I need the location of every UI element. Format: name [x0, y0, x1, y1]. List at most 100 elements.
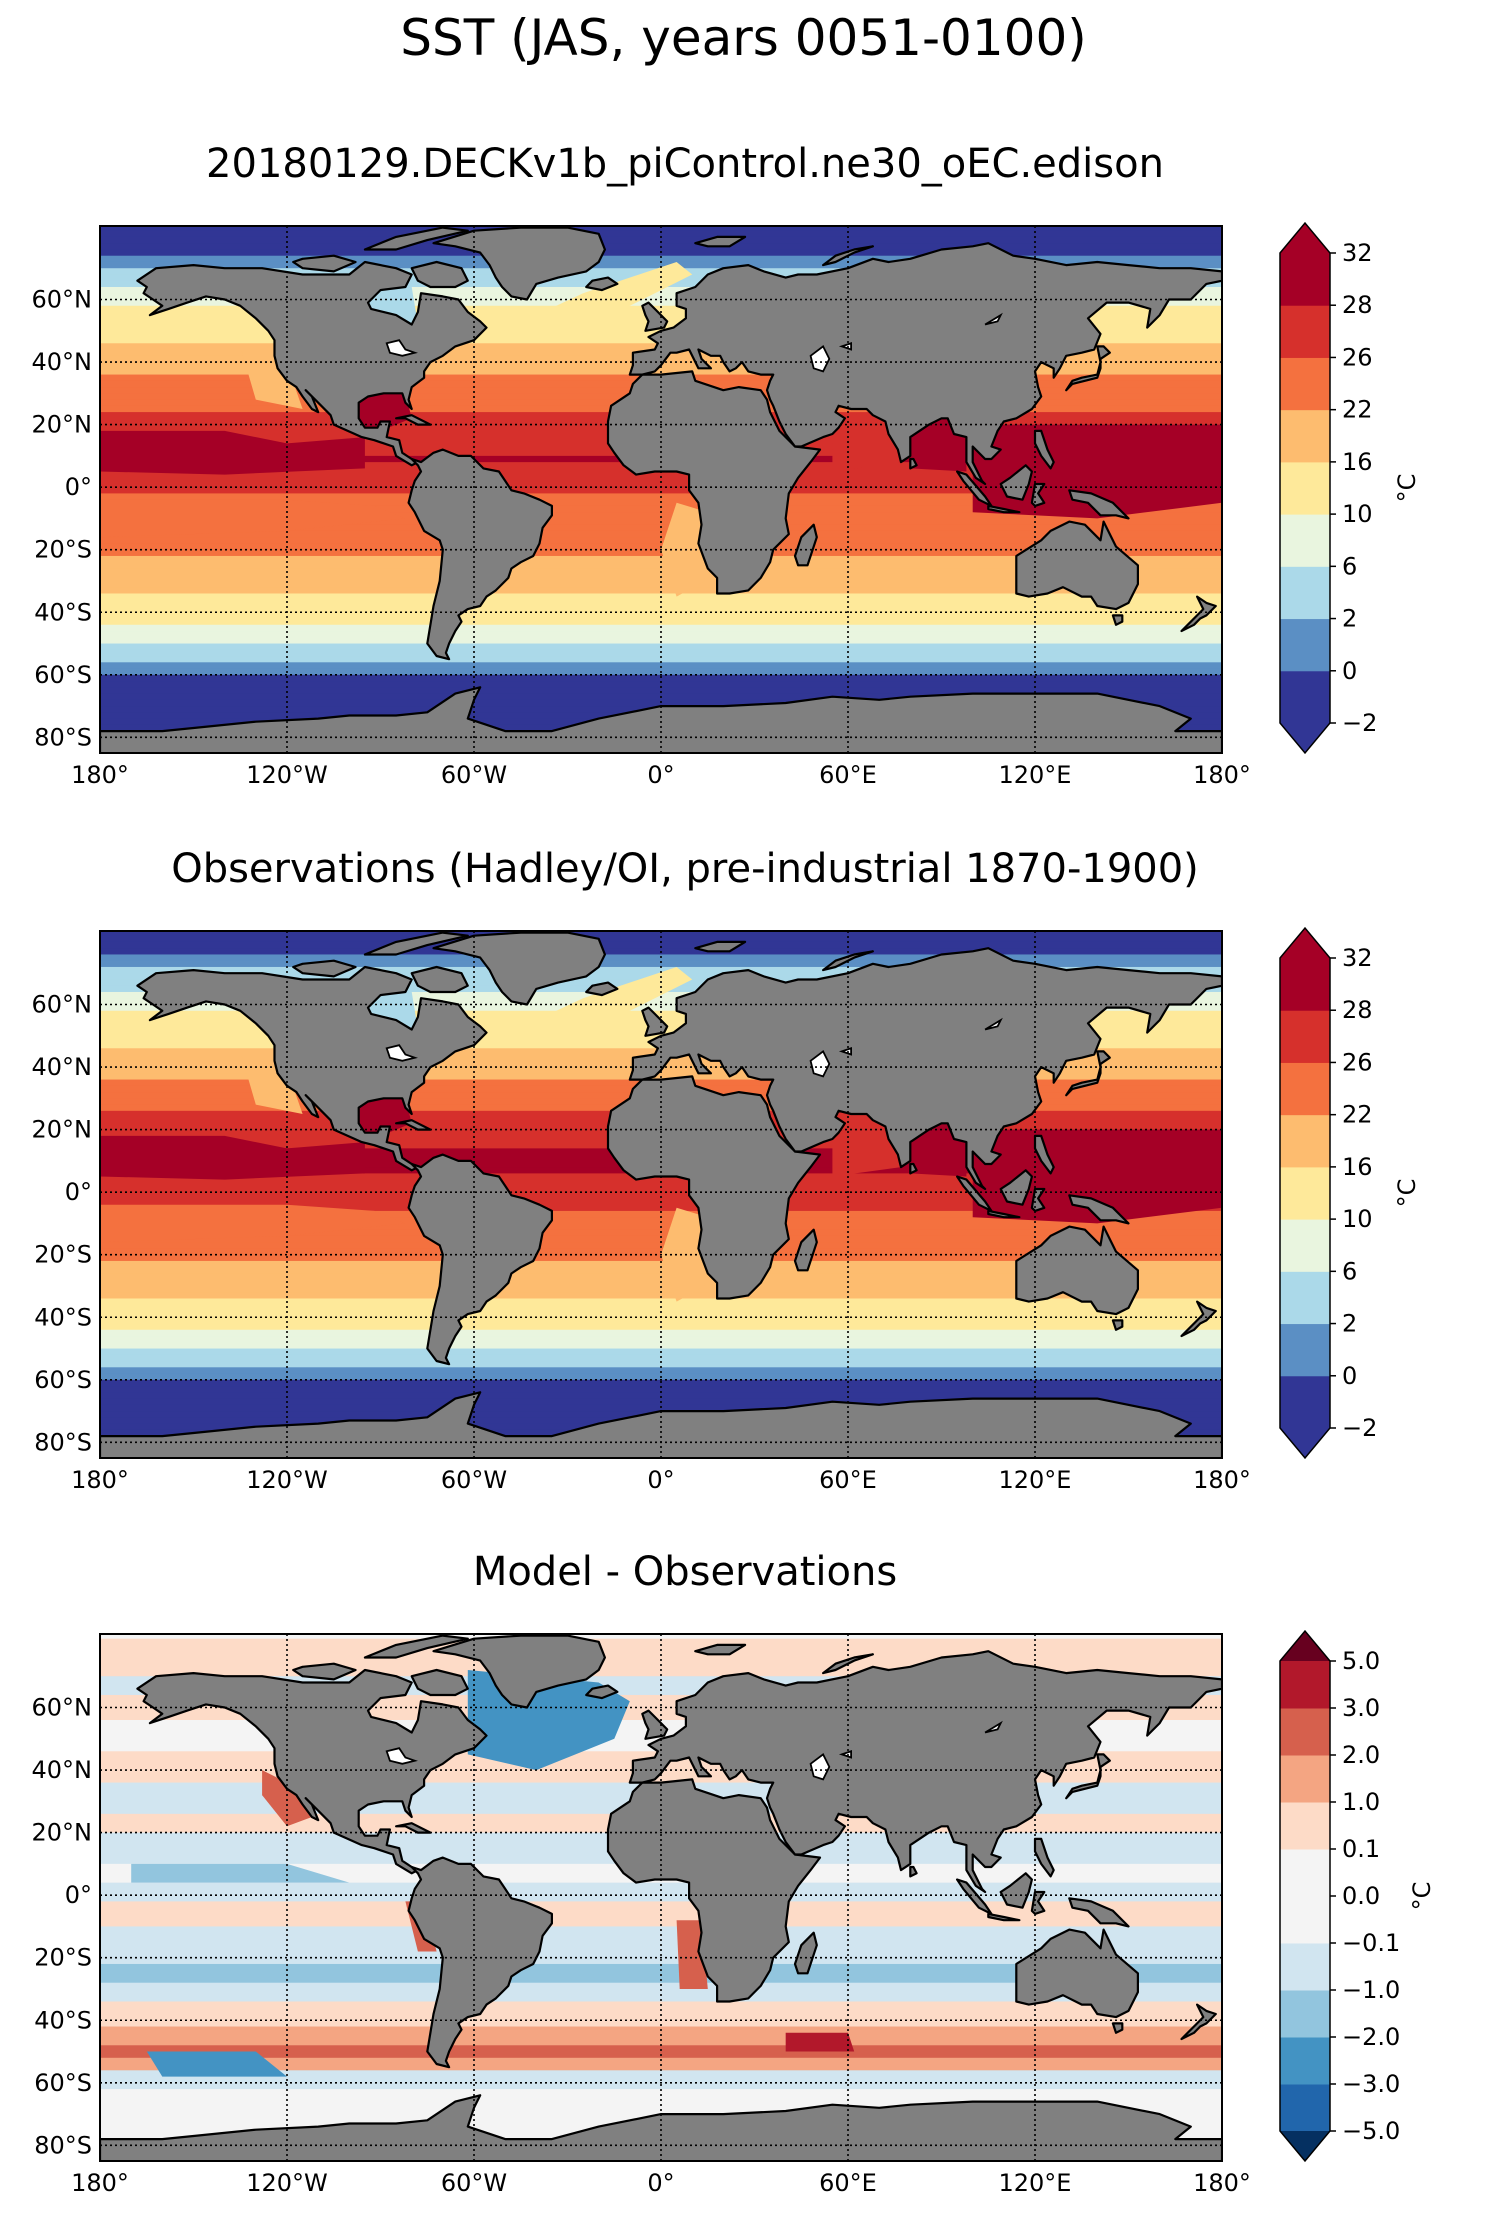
landmass — [136, 1668, 488, 1875]
landmass — [407, 448, 553, 661]
landmass — [822, 950, 874, 972]
landmass — [136, 260, 488, 467]
colorbar-tick-label: 2 — [1342, 1310, 1357, 1338]
colorbar-segment — [1280, 1010, 1330, 1063]
colorbar-tick-label: 3.0 — [1342, 1694, 1380, 1722]
sst-band — [100, 699, 1222, 707]
sst-band — [100, 1379, 1222, 1387]
sst-band — [100, 1217, 1222, 1224]
landmass — [410, 1668, 469, 1697]
landmass — [410, 965, 469, 994]
landmass — [1068, 1194, 1130, 1225]
landmass — [410, 260, 469, 289]
sst-band — [100, 1336, 1222, 1343]
landmass — [292, 1662, 357, 1681]
colorbar-segment — [1280, 1661, 1330, 1709]
x-tick-label: 60°E — [819, 2169, 877, 2197]
inland-water — [984, 1720, 1003, 1734]
y-tick-label: 0° — [65, 1178, 92, 1206]
colorbar-segment — [1280, 1708, 1330, 1756]
colorbar-segment — [1280, 566, 1330, 620]
california-warm-bias — [262, 1770, 312, 1827]
sst-band — [100, 1386, 1222, 1393]
colorbar-segment — [1280, 1896, 1330, 1944]
x-tick-label: 60°W — [441, 1466, 507, 1494]
sst-band — [100, 1317, 1222, 1325]
sst-band — [100, 1010, 1222, 1018]
sst-band — [100, 1210, 1222, 1218]
landmass — [292, 959, 357, 978]
colorbar-tick-label: 32 — [1342, 239, 1373, 267]
sst-band — [100, 687, 1222, 695]
x-tick-label: 120°E — [999, 2169, 1072, 2197]
landmass — [999, 464, 1033, 501]
landmass — [1068, 489, 1130, 520]
landmass — [822, 245, 874, 267]
sst-band — [100, 1367, 1222, 1375]
colorbar-tick-label: 26 — [1342, 1048, 1373, 1076]
colorbar-segment — [1280, 1849, 1330, 1897]
colorbar-segment — [1280, 514, 1330, 567]
colorbar-extend-max — [1280, 1631, 1330, 1661]
sst-band — [100, 1242, 1222, 1249]
landmass — [1180, 1300, 1217, 1338]
sst-band — [100, 574, 1222, 582]
inland-water — [984, 312, 1003, 326]
sst-band — [100, 555, 1222, 563]
sst-band — [100, 212, 1222, 219]
sst-band — [100, 960, 1222, 968]
sst-band — [100, 1260, 1222, 1268]
sst-band — [100, 1229, 1222, 1237]
warm-pool-west — [100, 1135, 365, 1180]
landmass — [628, 242, 1222, 486]
landmass — [694, 235, 747, 248]
landmass — [641, 1006, 669, 1037]
sst-band — [100, 1279, 1222, 1287]
landmass — [641, 301, 669, 332]
y-tick-label: 60°N — [32, 285, 93, 313]
landmass — [407, 1856, 553, 2069]
x-tick-label: 120°W — [246, 761, 328, 789]
sst-band — [100, 966, 1222, 974]
landmass — [1015, 520, 1139, 611]
colorbar-tick-label: 0 — [1342, 1362, 1357, 1390]
panel-1-model-sst: 180° 120°W 60°W 0° 60°E 120°E 180° 60°N 40°N 20°N… — [32, 221, 1421, 789]
landmass — [1111, 1319, 1124, 1331]
landmass — [1111, 614, 1124, 626]
landmass — [1111, 2022, 1124, 2034]
landmass — [1180, 595, 1217, 633]
y-tick-label: 20°N — [32, 1819, 93, 1847]
inland-water — [385, 1044, 418, 1062]
sst-band — [100, 1361, 1222, 1368]
colorbar-unit-label: °C — [1408, 1882, 1436, 1911]
colorbar-tick-label: 5.0 — [1342, 1647, 1380, 1675]
map-area — [100, 1634, 1222, 2161]
southern-ocean-warm — [785, 2032, 855, 2052]
sst-band — [100, 530, 1222, 538]
sst-band — [100, 226, 1222, 232]
sst-band — [100, 1204, 1222, 1212]
colorbar-tick-label: 28 — [1342, 291, 1373, 319]
landmass — [999, 1169, 1033, 1206]
sst-band — [100, 631, 1222, 638]
colorbar-segment — [1280, 305, 1330, 358]
y-tick-label: 60°S — [34, 1366, 92, 1394]
sst-band — [100, 923, 1222, 930]
colorbar-segment — [1280, 2084, 1330, 2132]
y-tick-label: 20°N — [32, 1116, 93, 1144]
sst-band — [100, 1254, 1222, 1262]
sst-band — [100, 505, 1222, 513]
map-area — [100, 923, 1222, 1458]
x-tick-label: 60°E — [819, 761, 877, 789]
landmass — [1030, 1890, 1046, 1915]
colorbar-tick-label: −2.0 — [1342, 2023, 1400, 2051]
landmass — [793, 523, 818, 567]
colorbar-tick-label: 6 — [1342, 1257, 1357, 1285]
landmass — [1030, 1187, 1046, 1212]
colorbar-tick-label: 10 — [1342, 1205, 1373, 1233]
colorbar-tick-label: 28 — [1342, 996, 1373, 1024]
colorbar-segment — [1280, 958, 1330, 1011]
colorbar-segment — [1280, 618, 1330, 672]
sst-band — [100, 624, 1222, 632]
colorbar-tick-label: 26 — [1342, 343, 1373, 371]
